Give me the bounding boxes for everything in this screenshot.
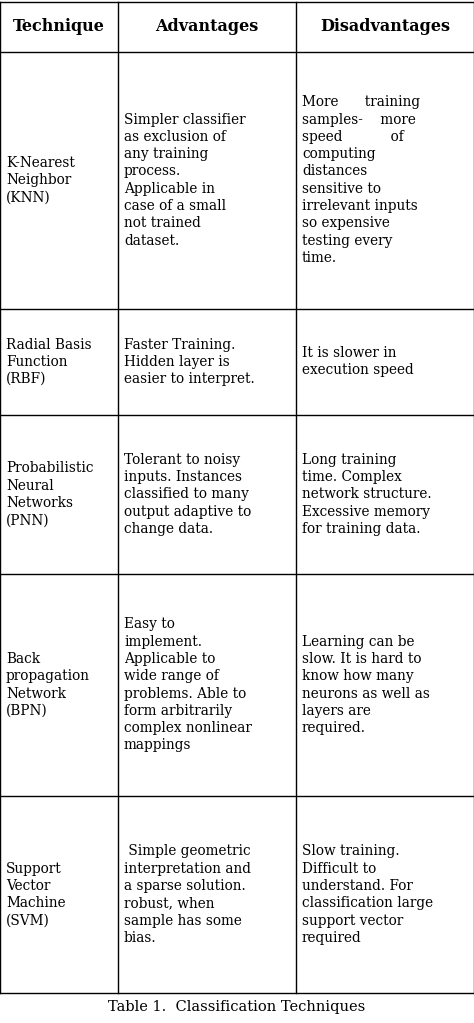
Text: Radial Basis
Function
(RBF): Radial Basis Function (RBF) [6, 338, 91, 386]
Text: Simpler classifier
as exclusion of
any training
process.
Applicable in
case of a: Simpler classifier as exclusion of any t… [124, 113, 246, 248]
Text: Back
propagation
Network
(BPN): Back propagation Network (BPN) [6, 652, 90, 718]
Text: Support
Vector
Machine
(SVM): Support Vector Machine (SVM) [6, 861, 65, 928]
Text: Technique: Technique [13, 18, 105, 36]
Text: Simple geometric
interpretation and
a sparse solution.
robust, when
sample has s: Simple geometric interpretation and a sp… [124, 844, 251, 945]
Text: Easy to
implement.
Applicable to
wide range of
problems. Able to
form arbitraril: Easy to implement. Applicable to wide ra… [124, 618, 252, 753]
Text: More      training
samples-    more
speed           of
computing
distances
sensi: More training samples- more speed of com… [302, 95, 420, 265]
Text: K-Nearest
Neighbor
(KNN): K-Nearest Neighbor (KNN) [6, 155, 75, 205]
Text: Disadvantages: Disadvantages [320, 18, 450, 36]
Text: Tolerant to noisy
inputs. Instances
classified to many
output adaptive to
change: Tolerant to noisy inputs. Instances clas… [124, 453, 251, 536]
Text: Table 1.  Classification Techniques: Table 1. Classification Techniques [109, 1000, 365, 1014]
Text: It is slower in
execution speed: It is slower in execution speed [302, 346, 414, 377]
Text: Long training
time. Complex
network structure.
Excessive memory
for training dat: Long training time. Complex network stru… [302, 453, 432, 536]
Text: Learning can be
slow. It is hard to
know how many
neurons as well as
layers are
: Learning can be slow. It is hard to know… [302, 634, 430, 736]
Text: Slow training.
Difficult to
understand. For
classification large
support vector
: Slow training. Difficult to understand. … [302, 844, 433, 945]
Text: Faster Training.
Hidden layer is
easier to interpret.: Faster Training. Hidden layer is easier … [124, 338, 255, 386]
Text: Advantages: Advantages [155, 18, 259, 36]
Text: Probabilistic
Neural
Networks
(PNN): Probabilistic Neural Networks (PNN) [6, 461, 93, 527]
